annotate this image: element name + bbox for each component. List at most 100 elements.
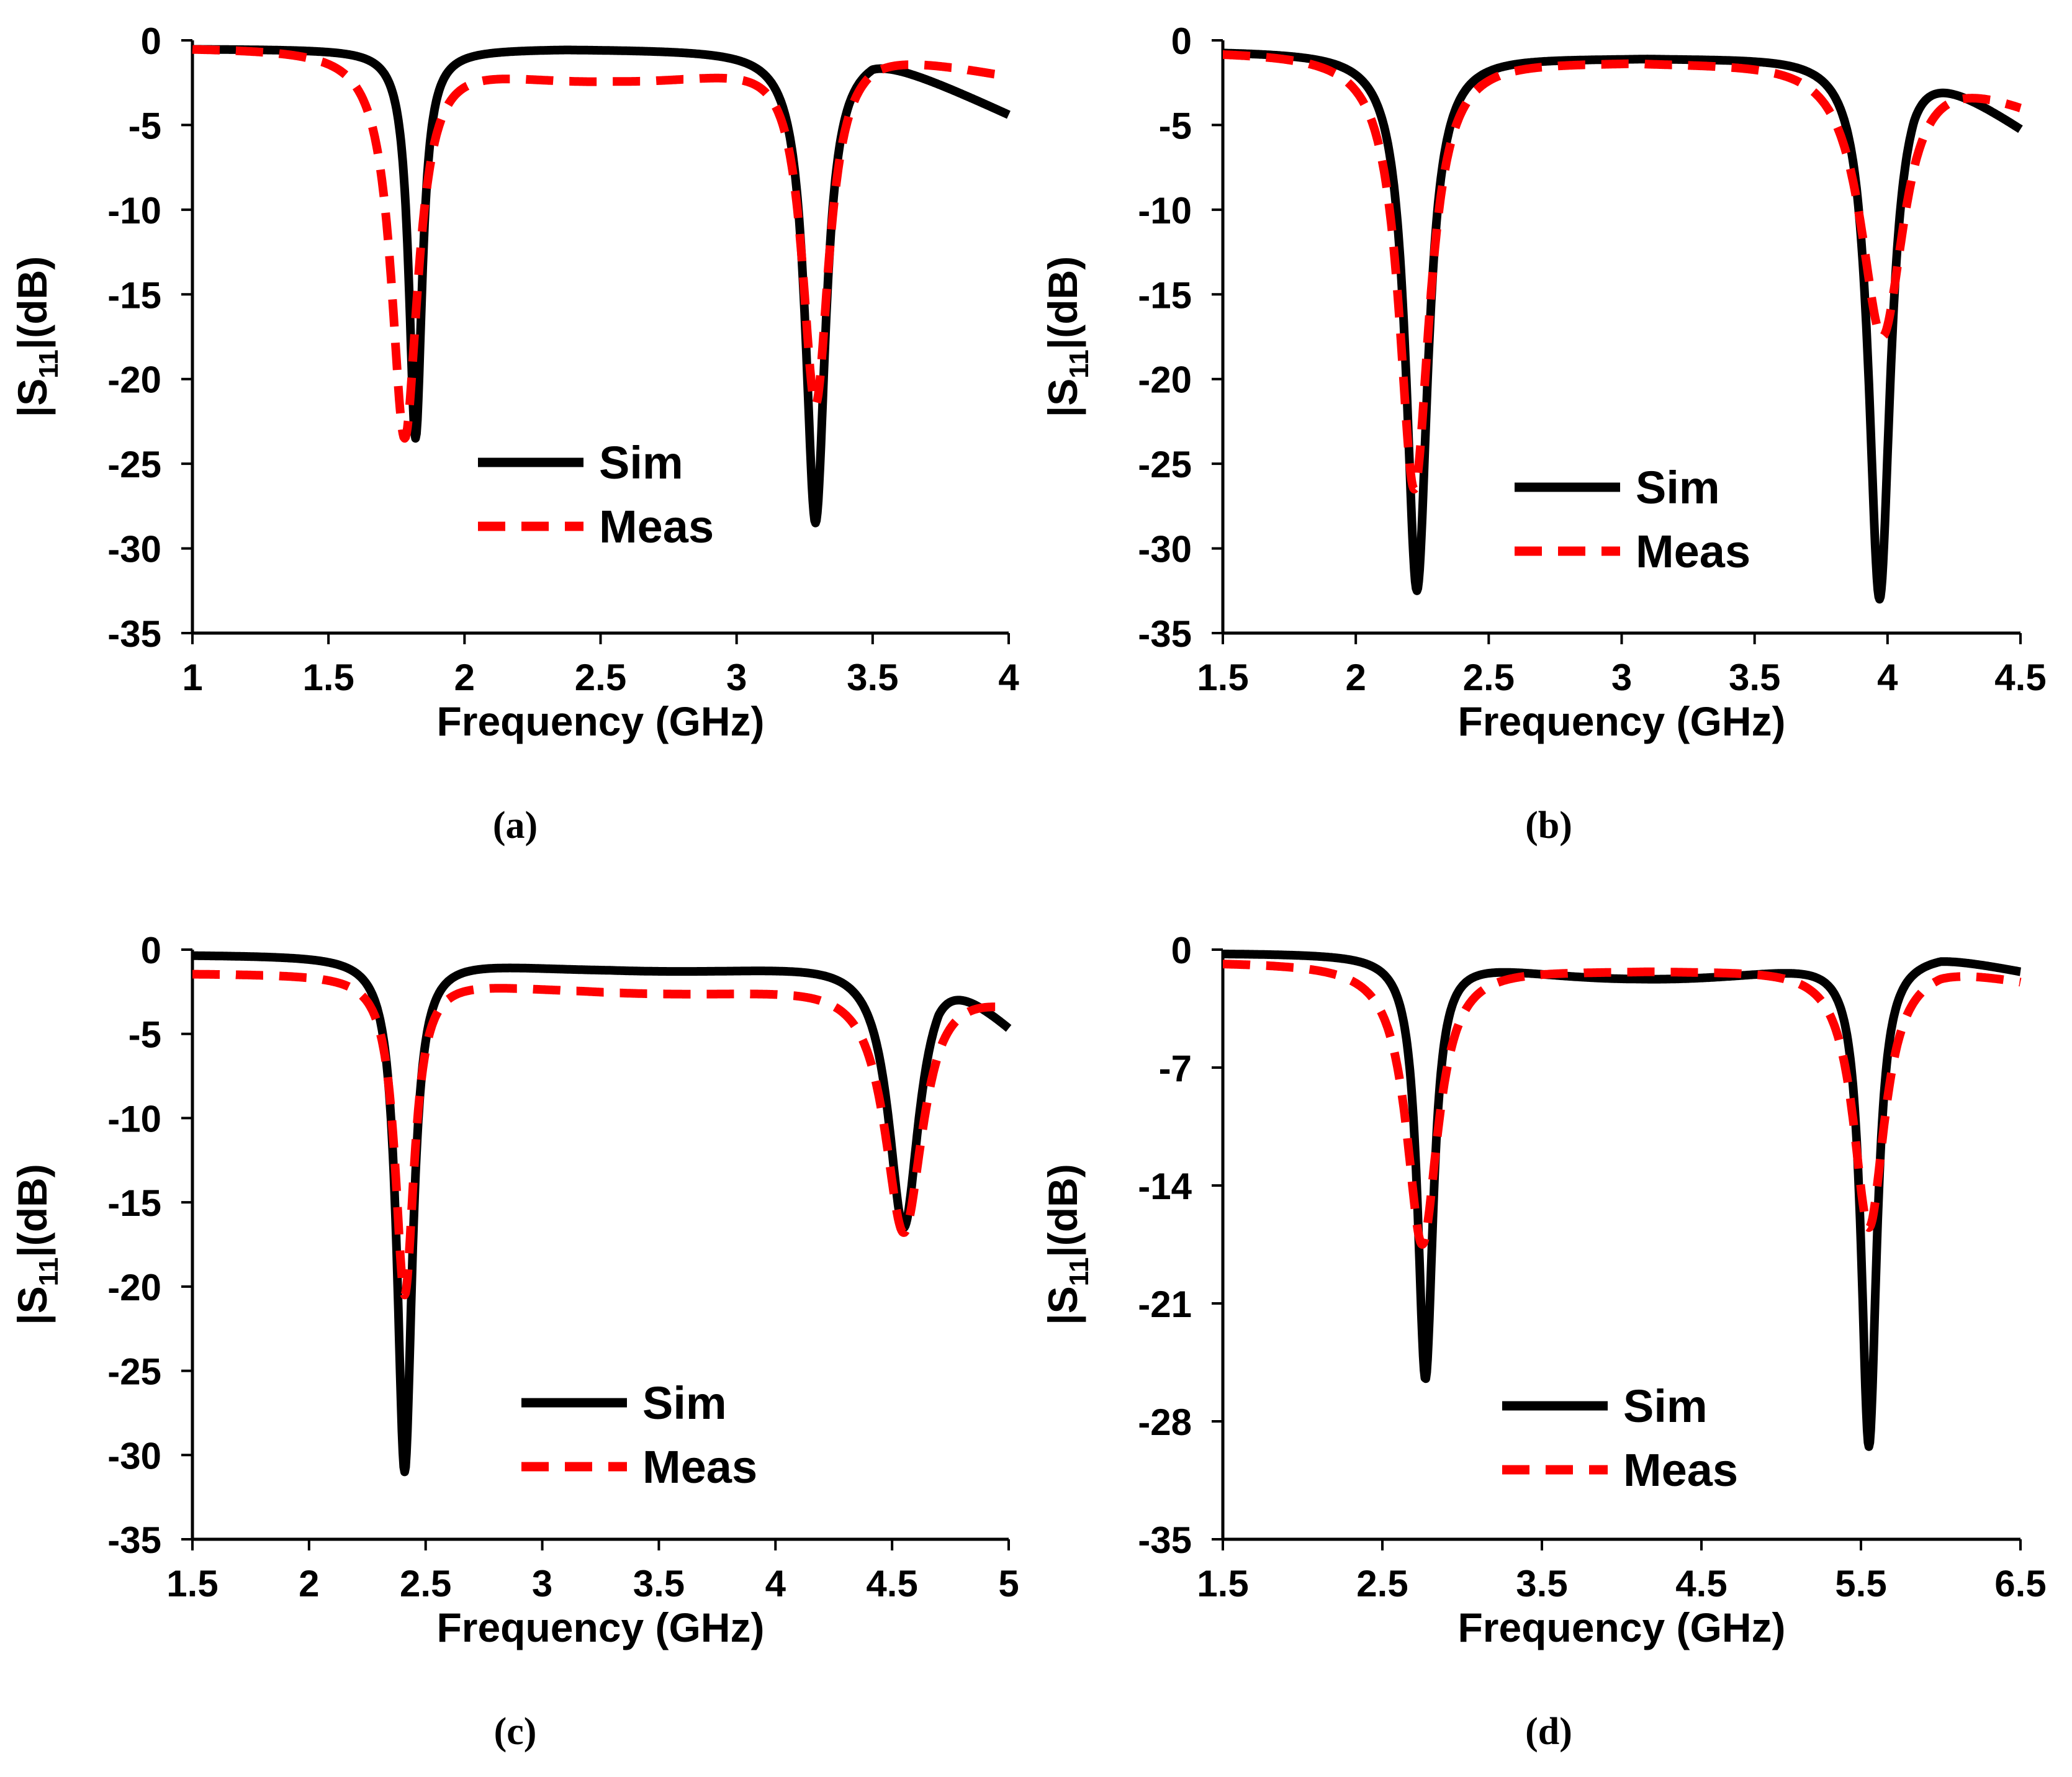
- y-axis-title: |S11|(dB): [9, 256, 64, 417]
- x-tick-label: 2.5: [400, 1563, 451, 1604]
- y-tick-label: 0: [141, 930, 161, 971]
- y-tick-label: -25: [1138, 444, 1192, 485]
- x-tick-label: 4: [765, 1563, 786, 1604]
- x-tick-label: 2.5: [1463, 657, 1515, 698]
- y-tick-label: -25: [107, 444, 161, 485]
- y-tick-label: 0: [1171, 20, 1192, 62]
- panel-caption: (b): [1525, 804, 1572, 847]
- y-tick-label: -10: [107, 1098, 161, 1140]
- y-axis-title-prefix: |S: [1040, 1286, 1087, 1325]
- x-tick-label: 1.5: [1197, 657, 1248, 698]
- legend-label-sim: Sim: [1623, 1380, 1708, 1432]
- y-tick-label: -10: [1138, 190, 1192, 232]
- y-tick-label: -10: [107, 190, 161, 232]
- series-line-sim: [189, 45, 1012, 528]
- y-tick-label: -15: [1138, 274, 1192, 316]
- legend-label-sim: Sim: [599, 437, 683, 488]
- legend-label-sim: Sim: [1636, 462, 1720, 513]
- y-tick-label: 0: [1171, 930, 1192, 971]
- y-tick-label: -30: [1138, 529, 1192, 570]
- y-tick-label: -21: [1138, 1284, 1192, 1325]
- y-axis-title: |S11|(dB): [1040, 1164, 1094, 1325]
- legend-label-meas: Meas: [1636, 526, 1750, 577]
- legend-label-meas: Meas: [599, 501, 714, 552]
- x-tick-label: 3.5: [1729, 657, 1780, 698]
- y-axis-title: |S11|(dB): [9, 1164, 64, 1325]
- y-axis-title-suffix: |(dB): [1040, 256, 1087, 349]
- y-tick-label: -7: [1159, 1048, 1192, 1089]
- x-tick-label: 3: [532, 1563, 552, 1604]
- x-tick-label: 2.5: [575, 657, 626, 698]
- y-axis-title: |S11|(dB): [1040, 256, 1094, 417]
- y-tick-label: -35: [107, 1519, 161, 1561]
- y-tick-label: -20: [107, 1267, 161, 1308]
- y-tick-label: 0: [141, 20, 161, 62]
- y-tick-label: -15: [107, 274, 161, 316]
- x-tick-label: 2: [299, 1563, 319, 1604]
- chart-panel-b: 1.5 2 2.5 3 3.5 4 4.5 0 -5 -10 -15 -20 -25 -30 -35 Freq…: [1040, 20, 2047, 847]
- series-line-meas: [1219, 960, 2024, 1249]
- legend: Sim Meas: [478, 437, 714, 552]
- legend-label-meas: Meas: [1623, 1444, 1738, 1496]
- legend: Sim Meas: [521, 1377, 757, 1493]
- series-line-sim: [1219, 48, 2024, 604]
- x-tick-label: 4: [998, 657, 1019, 698]
- x-tick-label: 2: [454, 657, 475, 698]
- y-tick-label: -35: [1138, 1519, 1192, 1561]
- x-axis-title: Frequency (GHz): [1457, 698, 1785, 744]
- y-tick-label: -30: [107, 529, 161, 570]
- x-axis-title: Frequency (GHz): [436, 1604, 764, 1650]
- x-tick-label: 2: [1345, 657, 1366, 698]
- y-axis-title-prefix: |S: [1040, 379, 1087, 418]
- x-axis-title: Frequency (GHz): [436, 698, 764, 744]
- x-tick-label: 1.5: [1197, 1563, 1248, 1604]
- y-axis-title-subscript: 11: [34, 349, 64, 379]
- chart-panel-c: 1.5 2 2.5 3 3.5 4 4.5 5 0 -5 -10 -15 -20 -25 -30 -35 Fre…: [9, 930, 1019, 1753]
- x-tick-label: 3: [1611, 657, 1632, 698]
- legend: Sim Meas: [1502, 1380, 1738, 1496]
- legend-label-sim: Sim: [642, 1377, 727, 1429]
- chart-panel-d: 1.5 2.5 3.5 4.5 5.5 6.5 0 -7 -14 -21 -28 -35 Frequen…: [1040, 930, 2047, 1753]
- x-tick-label: 5: [998, 1563, 1019, 1604]
- y-axis-title-subscript: 11: [34, 1257, 64, 1287]
- y-tick-label: -5: [1159, 105, 1192, 146]
- x-tick-label: 3.5: [847, 657, 898, 698]
- legend: Sim Meas: [1515, 462, 1750, 577]
- x-tick-label: 2.5: [1356, 1563, 1408, 1604]
- x-tick-label: 4.5: [866, 1563, 917, 1604]
- y-tick-label: -15: [107, 1182, 161, 1224]
- y-axis-title-subscript: 11: [1064, 349, 1094, 379]
- series-line-meas: [1219, 50, 2024, 494]
- y-tick-label: -25: [107, 1351, 161, 1393]
- series-line-meas: [189, 45, 1012, 443]
- series-line-sim: [189, 951, 1012, 1477]
- y-tick-label: -20: [1138, 359, 1192, 401]
- legend-label-meas: Meas: [642, 1441, 757, 1493]
- y-axis-title-prefix: |S: [9, 1286, 56, 1325]
- series-line-meas: [189, 969, 1012, 1300]
- y-tick-label: -28: [1138, 1401, 1192, 1443]
- panel-caption: (d): [1525, 1711, 1572, 1753]
- panel-caption: (a): [493, 804, 538, 847]
- y-tick-label: -20: [107, 359, 161, 401]
- x-tick-label: 1.5: [302, 657, 354, 698]
- y-axis-title-subscript: 11: [1064, 1257, 1094, 1287]
- y-tick-label: -35: [107, 613, 161, 655]
- x-tick-label: 4.5: [1994, 657, 2046, 698]
- x-tick-label: 3.5: [1516, 1563, 1567, 1604]
- y-tick-label: -35: [1138, 613, 1192, 655]
- x-tick-label: 6.5: [1994, 1563, 2046, 1604]
- chart-panel-a: 1 1.5 2 2.5 3 3.5 4 0 -5 -10 -15 -20 -25 -30 -35 Freque…: [9, 20, 1019, 847]
- y-tick-label: -30: [107, 1435, 161, 1477]
- y-axis-title-prefix: |S: [9, 379, 56, 418]
- y-axis-title-suffix: |(dB): [1040, 1164, 1087, 1257]
- panel-caption: (c): [494, 1711, 537, 1753]
- x-tick-label: 5.5: [1835, 1563, 1886, 1604]
- x-tick-label: 3.5: [633, 1563, 685, 1604]
- y-tick-label: -5: [128, 1014, 161, 1056]
- series-line-sim: [1219, 950, 2024, 1451]
- x-tick-label: 4.5: [1675, 1563, 1727, 1604]
- y-axis-title-suffix: |(dB): [9, 256, 56, 349]
- y-tick-label: -14: [1138, 1166, 1192, 1207]
